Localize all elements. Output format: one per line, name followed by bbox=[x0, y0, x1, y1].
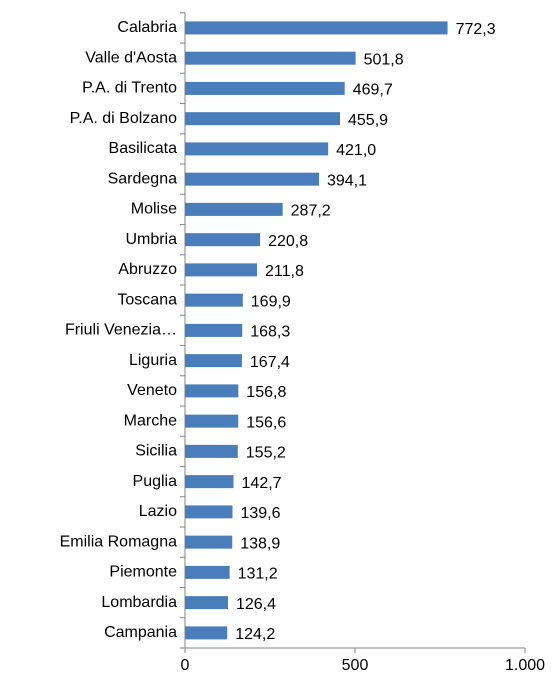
value-label: 394,1 bbox=[327, 172, 367, 189]
bar bbox=[185, 81, 345, 95]
y-tick-label: Calabria bbox=[117, 19, 177, 36]
value-label: 156,8 bbox=[246, 384, 286, 401]
bar bbox=[185, 142, 329, 156]
y-tick-label: Lombardia bbox=[101, 594, 177, 611]
y-tick-label: Campania bbox=[104, 624, 177, 641]
y-tick-label: Friuli Venezia… bbox=[65, 322, 177, 339]
y-tick-label: P.A. di Bolzano bbox=[70, 110, 177, 127]
value-label: 421,0 bbox=[336, 142, 376, 159]
value-label: 139,6 bbox=[240, 505, 280, 522]
y-tick-label: Sicilia bbox=[135, 443, 177, 460]
value-label: 126,4 bbox=[236, 596, 276, 613]
y-tick-label: Valle d'Aosta bbox=[85, 49, 177, 66]
bar bbox=[185, 323, 243, 337]
bar bbox=[185, 293, 243, 307]
y-tick-label: Veneto bbox=[127, 382, 177, 399]
bar bbox=[185, 596, 228, 610]
y-tick-label: Emilia Romagna bbox=[60, 533, 177, 550]
bar bbox=[185, 384, 239, 398]
y-tick-label: Molise bbox=[131, 201, 177, 218]
y-tick-label: Umbria bbox=[125, 231, 177, 248]
bar bbox=[185, 51, 356, 65]
bar bbox=[185, 263, 258, 277]
y-tick-label: Puglia bbox=[133, 473, 178, 490]
x-tick-label: 1.000 bbox=[505, 657, 545, 674]
y-tick-label: Piemonte bbox=[109, 564, 177, 581]
y-tick-label: Marche bbox=[124, 412, 177, 429]
value-label: 131,2 bbox=[238, 566, 278, 583]
bar bbox=[185, 112, 341, 126]
bar bbox=[185, 444, 238, 458]
value-label: 211,8 bbox=[265, 263, 304, 280]
bar bbox=[185, 505, 233, 519]
y-tick-label: Liguria bbox=[129, 352, 177, 369]
value-label: 469,7 bbox=[353, 82, 393, 99]
value-label: 124,2 bbox=[235, 626, 275, 643]
y-tick-label: Toscana bbox=[117, 291, 177, 308]
bar bbox=[185, 233, 261, 247]
value-label: 142,7 bbox=[242, 475, 282, 492]
x-tick-label: 500 bbox=[342, 657, 369, 674]
value-label: 169,9 bbox=[251, 293, 291, 310]
y-tick-label: Basilicata bbox=[109, 140, 178, 157]
value-label: 168,3 bbox=[250, 324, 290, 341]
value-label: 220,8 bbox=[268, 233, 308, 250]
x-tick-label: 0 bbox=[181, 657, 190, 674]
y-tick-label: Abruzzo bbox=[118, 261, 177, 278]
value-label: 167,4 bbox=[250, 354, 290, 371]
value-label: 138,9 bbox=[240, 535, 280, 552]
bar bbox=[185, 21, 448, 35]
value-label: 156,6 bbox=[246, 414, 286, 431]
y-tick-label: Lazio bbox=[139, 503, 177, 520]
bar bbox=[185, 475, 234, 489]
bar bbox=[185, 414, 239, 428]
bar bbox=[185, 202, 283, 216]
y-tick-label: Sardegna bbox=[108, 170, 177, 187]
bar bbox=[185, 535, 233, 549]
bar bbox=[185, 565, 230, 579]
value-label: 155,2 bbox=[246, 445, 286, 462]
value-label: 455,9 bbox=[348, 112, 388, 129]
value-label: 772,3 bbox=[456, 21, 496, 38]
bar bbox=[185, 354, 242, 368]
y-tick-label: P.A. di Trento bbox=[82, 80, 177, 97]
bar bbox=[185, 626, 228, 640]
value-label: 501,8 bbox=[364, 51, 404, 68]
bar bbox=[185, 172, 319, 186]
value-label: 287,2 bbox=[291, 203, 331, 220]
